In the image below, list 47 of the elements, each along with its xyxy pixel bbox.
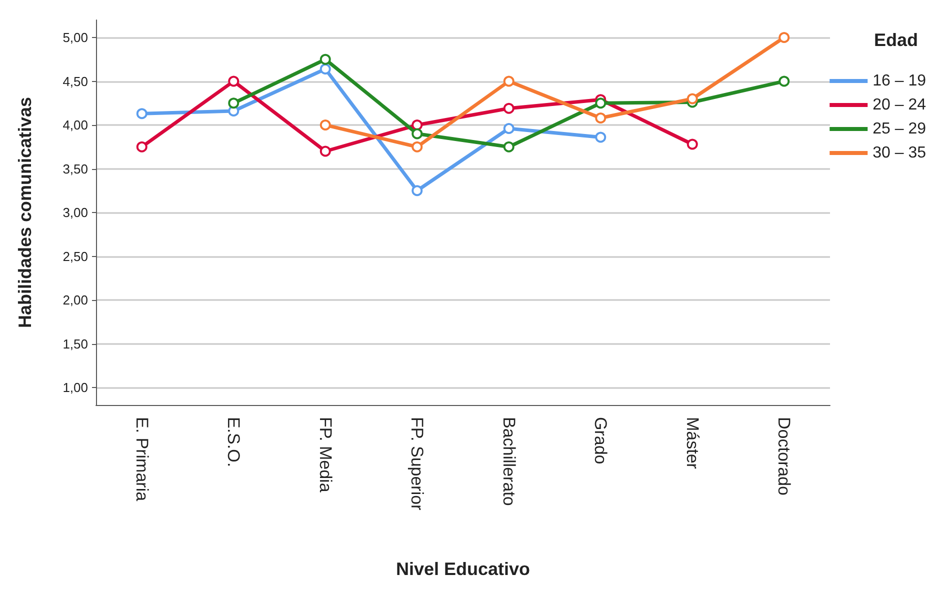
x-tick-label: Máster bbox=[682, 417, 702, 470]
y-tick-label: 3,50 bbox=[62, 161, 88, 176]
point bbox=[595, 98, 606, 109]
x-tick-label: FP. Superior bbox=[408, 417, 427, 511]
point bbox=[320, 54, 331, 65]
point bbox=[686, 93, 698, 104]
y-tick-label: 5,00 bbox=[62, 30, 88, 45]
point bbox=[778, 76, 790, 87]
y-tick-label: 1,00 bbox=[62, 380, 88, 395]
x-axis-title: Nivel Educativo bbox=[396, 559, 530, 579]
point bbox=[320, 120, 331, 130]
x-tick-label: Doctorado bbox=[774, 417, 794, 496]
y-tick-label: 3,00 bbox=[62, 205, 88, 220]
point bbox=[136, 141, 148, 152]
point bbox=[503, 141, 514, 152]
point bbox=[412, 185, 423, 196]
y-tick-label: 1,50 bbox=[62, 336, 88, 352]
x-tick-label: Grado bbox=[591, 417, 610, 464]
y-tick-label: 2,00 bbox=[62, 292, 88, 308]
y-tick-label: 2,50 bbox=[62, 248, 88, 264]
y-tick-label: 4,00 bbox=[62, 118, 88, 132]
point bbox=[595, 132, 606, 143]
legend-label: 20 – 24 bbox=[872, 96, 926, 114]
point bbox=[228, 98, 240, 109]
x-tick-label: FP. Media bbox=[316, 417, 335, 493]
legend-label: 30 – 35 bbox=[872, 144, 926, 162]
point bbox=[503, 123, 514, 134]
y-axis-title: Habilidades comunicativas bbox=[15, 96, 35, 328]
point bbox=[595, 112, 606, 124]
point bbox=[320, 146, 331, 157]
x-tick-label: Bachillerato bbox=[499, 417, 518, 506]
point bbox=[412, 120, 423, 130]
legend-title: Edad bbox=[874, 30, 918, 50]
point bbox=[320, 64, 331, 74]
y-tick-label: 4,50 bbox=[62, 74, 88, 89]
x-tick-label: E. Primaria bbox=[132, 417, 152, 502]
point bbox=[136, 108, 148, 120]
legend-label: 25 – 29 bbox=[872, 120, 926, 138]
point bbox=[412, 128, 423, 140]
point bbox=[686, 138, 698, 150]
point bbox=[503, 102, 514, 114]
point bbox=[412, 141, 423, 152]
legend-label: 16 – 19 bbox=[872, 72, 926, 90]
point bbox=[228, 76, 240, 87]
point bbox=[503, 76, 514, 87]
x-tick-label: E.S.O. bbox=[224, 417, 244, 468]
point bbox=[778, 32, 790, 43]
